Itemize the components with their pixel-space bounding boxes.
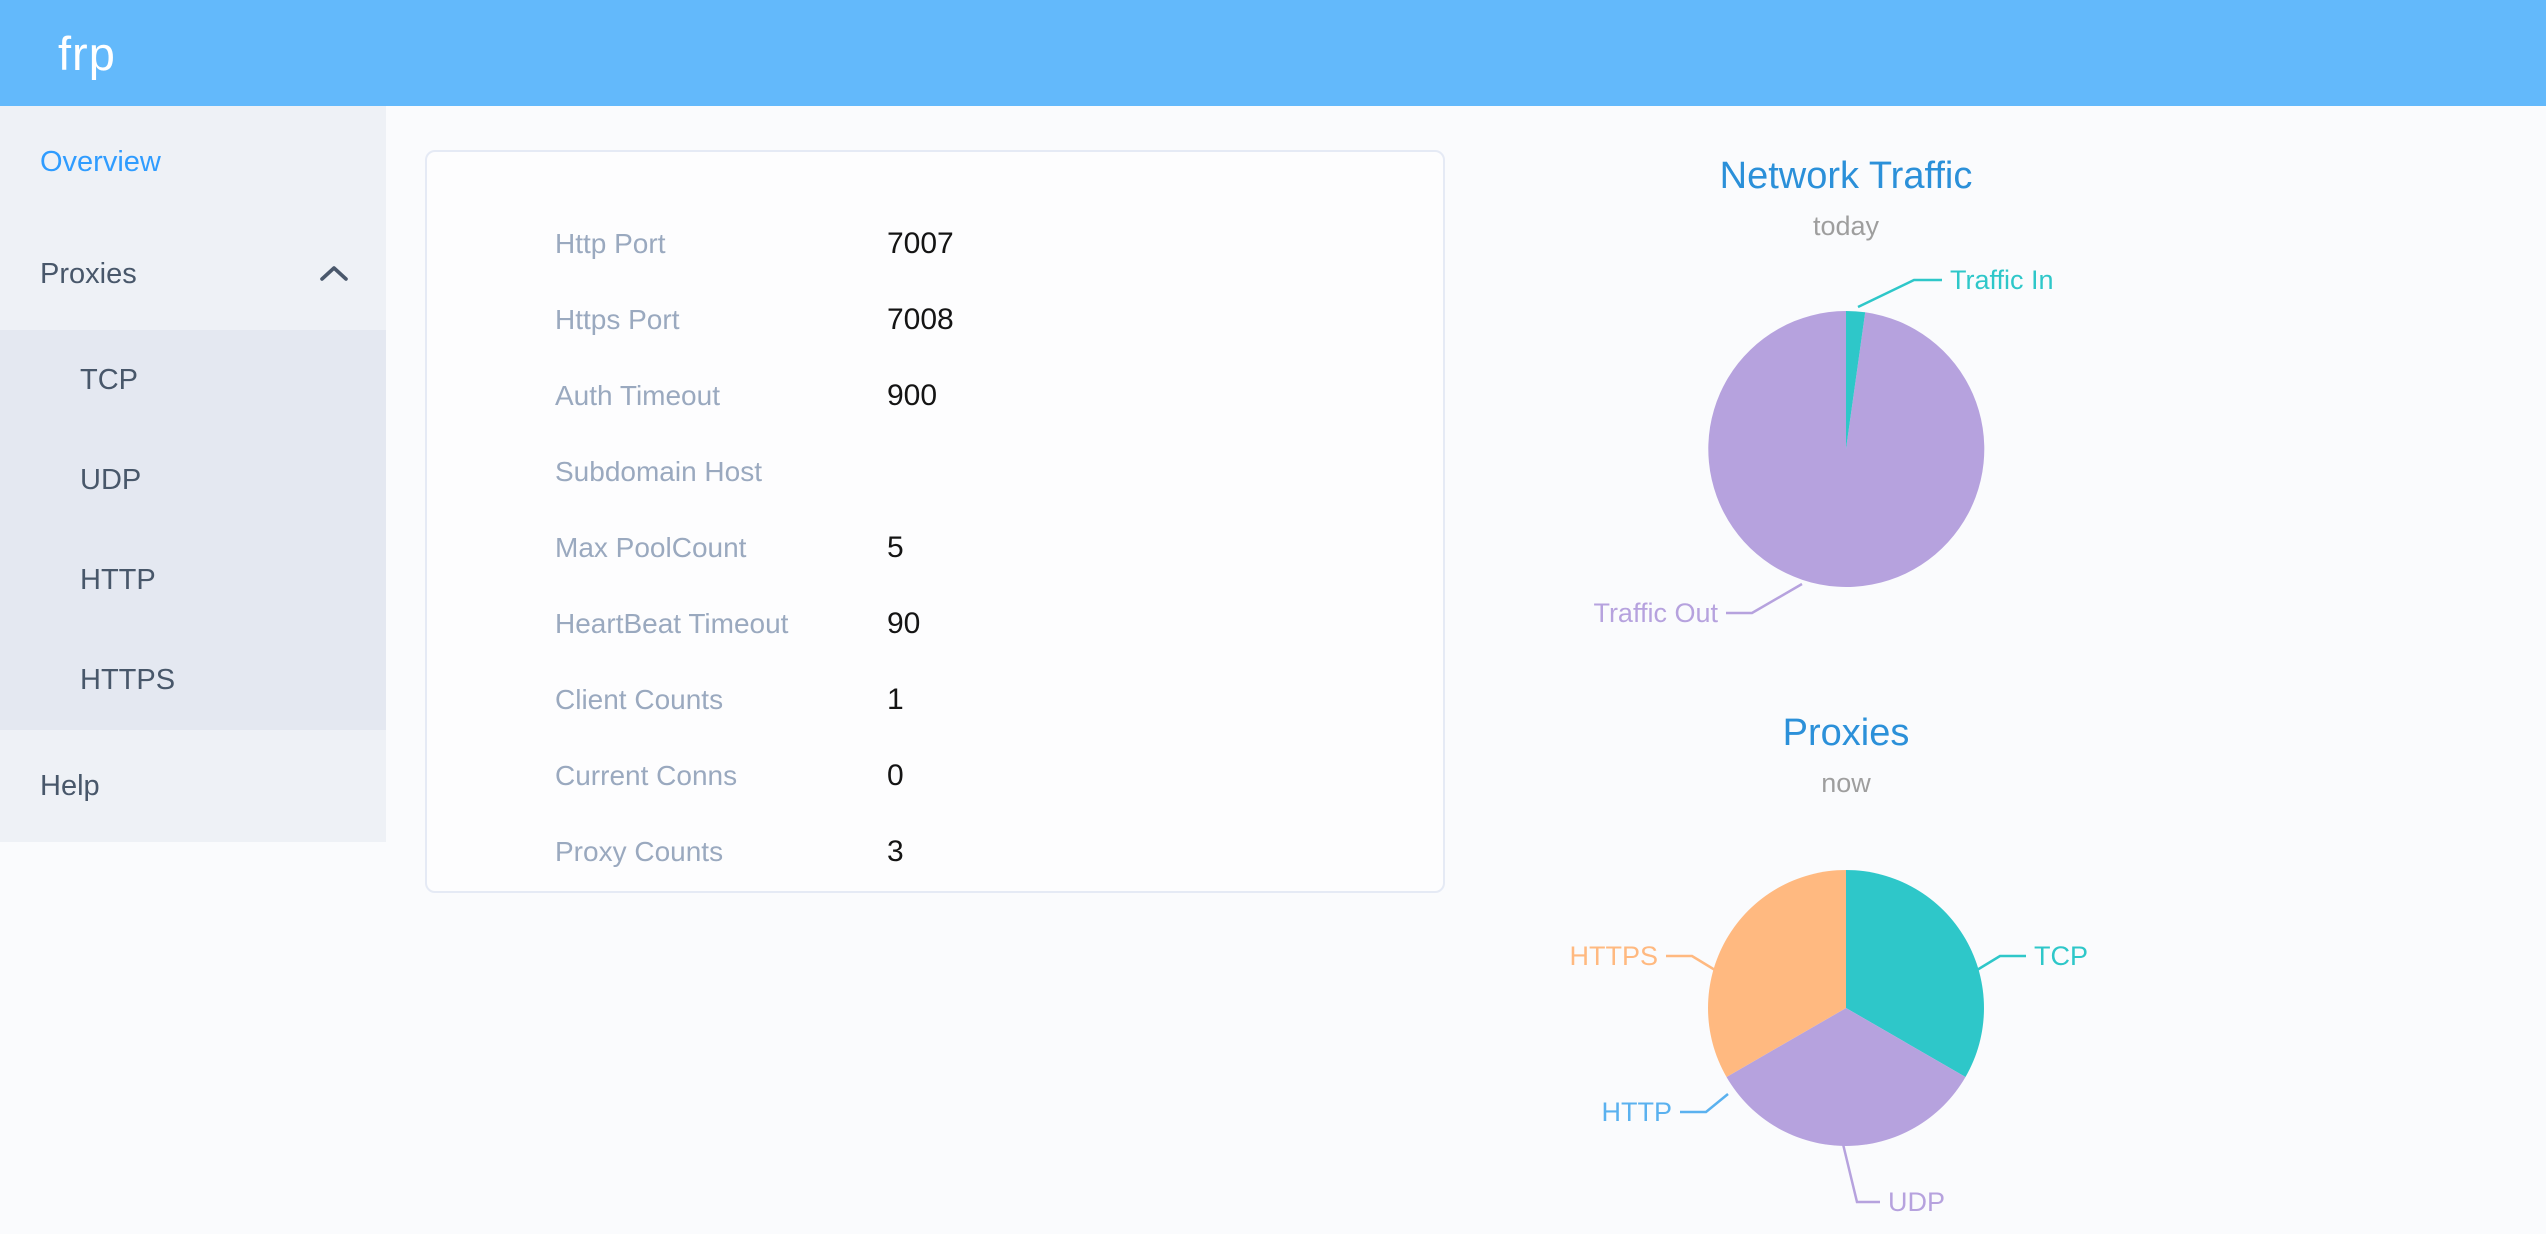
pie-leader-traffic-in	[1857, 278, 1942, 309]
info-row-client-counts: Client Counts 1	[427, 662, 1443, 738]
sidebar-item-tcp[interactable]: TCP	[0, 330, 386, 430]
info-label: Auth Timeout	[555, 380, 720, 411]
info-label: HeartBeat Timeout	[555, 608, 789, 639]
chart-title: Network Traffic	[1720, 155, 1973, 197]
server-info-card: Http Port 7007 Https Port 7008 Auth Time…	[425, 150, 1445, 893]
info-row-http-port: Http Port 7007	[427, 206, 1443, 282]
info-row-subdomain-host: Subdomain Host	[427, 434, 1443, 510]
proxies-submenu: TCP UDP HTTP HTTPS	[0, 330, 386, 730]
pie-slice-udp[interactable]	[1726, 1008, 1966, 1146]
sidebar-item-udp[interactable]: UDP	[0, 430, 386, 530]
app-logo[interactable]: frp	[58, 26, 116, 80]
sidebar-item-http[interactable]: HTTP	[0, 530, 386, 630]
proxies-chart: Proxies now TCP UDP HTTP HTTPS	[1569, 712, 2088, 1217]
sidebar-item-label: TCP	[80, 363, 138, 396]
info-value: 900	[887, 379, 938, 412]
info-row-https-port: Https Port 7008	[427, 282, 1443, 358]
sidebar-item-proxies[interactable]: Proxies	[0, 218, 386, 330]
pie-label-traffic-in: Traffic In	[1950, 265, 2054, 295]
info-value: 7007	[887, 227, 954, 260]
info-label: Current Conns	[555, 760, 738, 791]
info-row-auth-timeout: Auth Timeout 900	[427, 358, 1443, 434]
sidebar-item-label: Overview	[40, 145, 161, 178]
info-label: Https Port	[555, 304, 680, 335]
pie-label-traffic-out: Traffic Out	[1593, 598, 1718, 628]
pie-leader-https	[1666, 954, 1716, 972]
chevron-up-icon	[320, 266, 348, 281]
info-row-max-poolcount: Max PoolCount 5	[427, 510, 1443, 586]
pie-leader-tcp	[1976, 954, 2026, 972]
info-label: Client Counts	[555, 684, 724, 715]
info-value: 90	[887, 607, 921, 640]
chart-subtitle: now	[1821, 768, 1871, 798]
sidebar-item-label: HTTP	[80, 563, 156, 596]
charts-panel: Network Traffic today Traffic In Traffic…	[1569, 155, 2088, 1217]
info-row-current-conns: Current Conns 0	[427, 738, 1443, 814]
info-label: Subdomain Host	[555, 456, 763, 487]
chart-title: Proxies	[1783, 712, 1910, 754]
pie-label-udp: UDP	[1888, 1187, 1945, 1217]
info-label: Max PoolCount	[555, 532, 747, 563]
info-row-proxy-counts: Proxy Counts 3	[427, 814, 1443, 890]
pie-label-http: HTTP	[1602, 1097, 1673, 1127]
info-value: 5	[887, 531, 904, 564]
sidebar-item-overview[interactable]: Overview	[0, 106, 386, 218]
pie-label-https: HTTPS	[1569, 941, 1658, 971]
info-value: 0	[887, 759, 904, 792]
sidebar-item-help[interactable]: Help	[0, 730, 386, 842]
info-label: Http Port	[555, 228, 666, 259]
pie-leader-traffic-out	[1726, 582, 1803, 615]
app-header: frp	[0, 0, 2546, 106]
sidebar-menu: Overview Proxies TCP UDP HTTP HTTPS Help	[0, 106, 386, 842]
pie-slice-traffic-out[interactable]	[1708, 311, 1985, 587]
sidebar-item-label: UDP	[80, 463, 142, 496]
sidebar-item-label: Help	[40, 769, 100, 802]
info-value: 7008	[887, 303, 954, 336]
chart-subtitle: today	[1813, 211, 1880, 241]
pie-leader-udp	[1841, 1143, 1880, 1204]
sidebar-item-label: Proxies	[40, 257, 137, 290]
info-value: 3	[887, 835, 904, 868]
pie-slice-traffic-in[interactable]	[1846, 310, 1866, 449]
pie-leader-http	[1680, 1093, 1729, 1114]
info-row-heartbeat-timeout: HeartBeat Timeout 90	[427, 586, 1443, 662]
sidebar-item-label: HTTPS	[80, 663, 176, 696]
pie-label-tcp: TCP	[2034, 941, 2088, 971]
sidebar-item-https[interactable]: HTTPS	[0, 630, 386, 730]
info-label: Proxy Counts	[555, 836, 724, 867]
pie-slice-tcp[interactable]	[1846, 870, 1984, 1077]
network-traffic-chart: Network Traffic today Traffic In Traffic…	[1593, 155, 2053, 628]
pie-slice-https[interactable]	[1708, 870, 1846, 1077]
info-value: 1	[887, 683, 904, 716]
